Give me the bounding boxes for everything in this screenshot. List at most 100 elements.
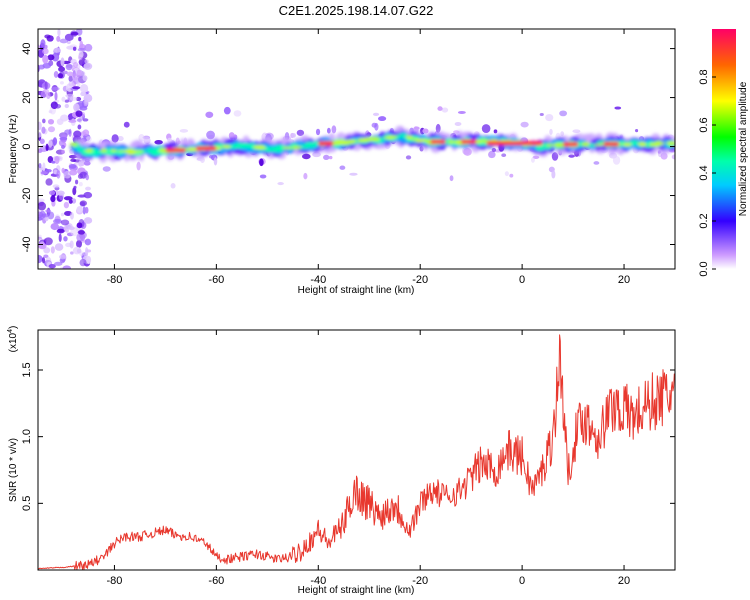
heatmap-noise-blob — [78, 36, 82, 42]
y-tick-label: 1.0 — [21, 429, 33, 444]
heatmap-noise-blob — [48, 190, 56, 196]
colorbar-gradient — [712, 29, 736, 269]
heatmap-noise-blob — [38, 198, 45, 203]
heatmap-noise-blob — [54, 104, 62, 109]
heatmap-noise-blob — [326, 127, 331, 134]
heatmap-noise-blob — [296, 129, 305, 136]
heatmap-noise-blob — [205, 111, 214, 118]
x-tick-label: -40 — [310, 274, 326, 286]
heatmap-noise-blob — [301, 153, 311, 160]
heatmap-noise-blob — [83, 62, 93, 70]
heatmap-noise-blob — [520, 121, 529, 128]
heatmap-noise-blob — [66, 71, 74, 77]
heatmap-peak — [430, 139, 446, 144]
heatmap-noise-blob — [63, 201, 69, 209]
x-tick-label: -20 — [412, 575, 428, 587]
heatmap-noise-blob — [42, 257, 46, 264]
heatmap-noise-blob — [83, 191, 93, 199]
heatmap-noise-blob — [441, 107, 449, 113]
heatmap-noise-blob — [371, 122, 377, 128]
heatmap-noise-blob — [50, 195, 56, 203]
x-tick-label: -40 — [310, 575, 326, 587]
heatmap-noise-blob — [42, 48, 49, 55]
heatmap-ridge-blob — [334, 139, 347, 143]
heatmap-noise-blob — [501, 153, 507, 158]
heatmap-noise-blob — [42, 162, 46, 172]
heatmap-noise-blob — [40, 90, 48, 98]
heatmap-noise-blob — [56, 228, 65, 234]
heatmap-noise-blob — [79, 258, 87, 267]
heatmap-noise-blob — [42, 62, 52, 69]
heatmap-peak — [486, 140, 543, 146]
heatmap-noise-blob — [68, 119, 77, 123]
heatmap-noise-blob — [76, 118, 82, 122]
heatmap-noise-blob — [42, 54, 49, 64]
heatmap-noise-blob — [57, 73, 64, 79]
heatmap-x-label: Height of straight line (km) — [298, 285, 415, 296]
heatmap-noise-blob — [84, 238, 92, 246]
heatmap-noise-blob — [50, 222, 59, 231]
heatmap-noise-blob — [85, 136, 92, 143]
heatmap-noise-blob — [76, 82, 81, 87]
heatmap-ridge-blob — [282, 146, 293, 150]
colorbar-tick-label: 0.8 — [698, 69, 710, 84]
heatmap-noise-blob — [167, 137, 173, 143]
heatmap-noise-blob — [111, 134, 119, 143]
heatmap-noise-blob — [51, 160, 56, 164]
heatmap-noise-blob — [491, 147, 497, 152]
heatmap-noise-blob — [68, 75, 73, 82]
heatmap-noise-blob — [76, 222, 83, 229]
heatmap-ridge-blob — [649, 142, 656, 146]
heatmap-ridge-blob — [185, 147, 196, 151]
heatmap-noise-blob — [277, 182, 284, 186]
heatmap-noise-blob — [84, 59, 89, 64]
heatmap-noise-blob — [45, 169, 52, 173]
y-tick-label: -20 — [21, 188, 33, 204]
heatmap-noise-blob — [60, 219, 70, 226]
heatmap-noise-blob — [52, 184, 60, 189]
heatmap-ridge-blob — [637, 141, 647, 147]
heatmap-noise-blob — [539, 112, 544, 117]
heatmap-noise-blob — [64, 99, 69, 103]
heatmap-noise-blob — [71, 73, 79, 81]
heatmap-noise-blob — [58, 233, 62, 243]
heatmap-ridge-blob — [362, 137, 373, 142]
heatmap-noise-blob — [378, 116, 387, 122]
heatmap-noise-blob — [67, 226, 75, 231]
heatmap-noise-blob — [315, 128, 321, 136]
heatmap-noise-blob — [493, 129, 498, 134]
colorbar: 0.0 0.2 0.4 0.6 0.8 Normalized spectral ampl… — [698, 29, 749, 277]
heatmap-noise-blob — [213, 157, 218, 166]
heatmap-peak — [562, 142, 579, 147]
heatmap-ridge-blob — [100, 148, 108, 153]
heatmap-noise-blob — [259, 158, 264, 167]
heatmap-noise-blob — [43, 247, 51, 254]
heatmap-noise-blob — [559, 110, 568, 117]
heatmap-noise-blob — [372, 112, 380, 117]
heatmap-noise-blob — [328, 155, 333, 160]
heatmap-noise-blob — [40, 171, 49, 175]
heatmap-noise-blob — [422, 128, 429, 134]
heatmap-noise-blob — [143, 136, 151, 145]
heatmap-noise-blob — [48, 264, 56, 269]
heatmap-noise-blob — [79, 171, 88, 179]
heatmap-noise-blob — [45, 143, 49, 152]
heatmap-noise-blob — [454, 121, 462, 126]
heatmap-peak — [165, 148, 186, 153]
heatmap-y-label: Frequency (Hz) — [8, 115, 19, 184]
heatmap-noise-blob — [68, 199, 73, 204]
heatmap-ridge — [69, 125, 675, 163]
heatmap-noise-blob — [549, 128, 553, 135]
heatmap-noise-blob — [41, 126, 46, 134]
x-tick-label: 20 — [618, 274, 630, 286]
heatmap-noise-blob — [551, 170, 556, 179]
heatmap-noise-blob — [62, 265, 71, 269]
heatmap-noise-blob — [56, 190, 65, 196]
heatmap-noise-blob — [331, 125, 337, 134]
heatmap-noise-blob — [51, 101, 56, 109]
heatmap-noise-blob — [83, 217, 93, 224]
x-tick-label: -60 — [208, 274, 224, 286]
heatmap-ridge-blob — [150, 148, 161, 153]
heatmap-noise-blob — [76, 205, 84, 213]
